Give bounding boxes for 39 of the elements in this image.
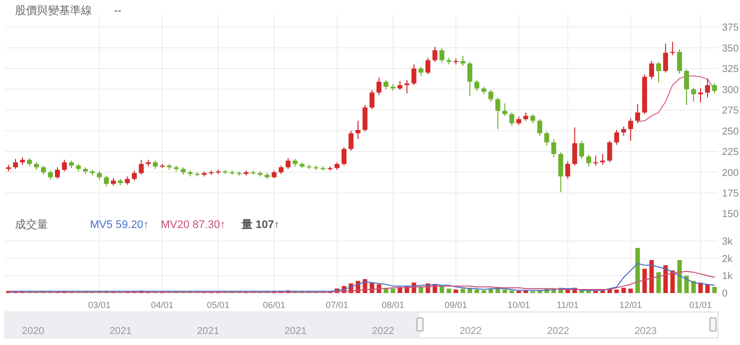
x-tick-label: 10/01 [508, 300, 530, 310]
y-tick-label: 225 [722, 147, 740, 158]
text: MV5 59.20↑ [90, 219, 149, 231]
y-tick-label: 325 [722, 64, 740, 75]
y-tick-label: 250 [722, 126, 740, 138]
x-tick-label: 04/01 [151, 300, 174, 310]
text: 150 [722, 209, 740, 220]
text: 2023 [634, 326, 658, 337]
y-tick-label: 200 [722, 168, 740, 179]
y-tick-label: 0 [722, 288, 728, 300]
text: MV20 87.30↑ [160, 219, 226, 231]
text: 2022 [547, 326, 570, 337]
x-tick-label: 03/01 [88, 300, 111, 310]
text: 2022 [372, 326, 395, 337]
x-tick-label: 12/01 [619, 300, 642, 310]
text: 2021 [110, 326, 132, 337]
y-tick-label: 2k [722, 254, 734, 265]
text: 量 107↑ [240, 219, 280, 231]
x-tick-label: 05/01 [206, 300, 230, 310]
x-tick-label: 08/01 [382, 300, 404, 310]
text: 2021 [197, 326, 220, 337]
x-tick-label: 07/01 [326, 300, 348, 310]
y-tick-label: 350 [722, 43, 740, 54]
y-tick-label: 175 [722, 188, 740, 200]
text: 2021 [284, 326, 308, 337]
y-tick-label: 275 [722, 106, 740, 116]
y-tick-label: 375 [722, 22, 740, 34]
x-tick-label: 06/01 [262, 300, 286, 310]
y-tick-label: 300 [722, 84, 740, 96]
x-tick-label: 09/01 [444, 300, 468, 310]
y-tick-label: 3k [722, 236, 734, 248]
chart-title: 股價與變基準線 [15, 4, 92, 17]
text: -- [114, 5, 122, 17]
text: 2022 [460, 326, 482, 337]
text: 2020 [22, 326, 45, 337]
x-tick-label: 11/01 [556, 300, 579, 310]
x-tick-label: 01/01 [689, 300, 712, 310]
y-tick-label: 1k [722, 271, 734, 282]
chart-title: 成交量 [15, 218, 48, 231]
